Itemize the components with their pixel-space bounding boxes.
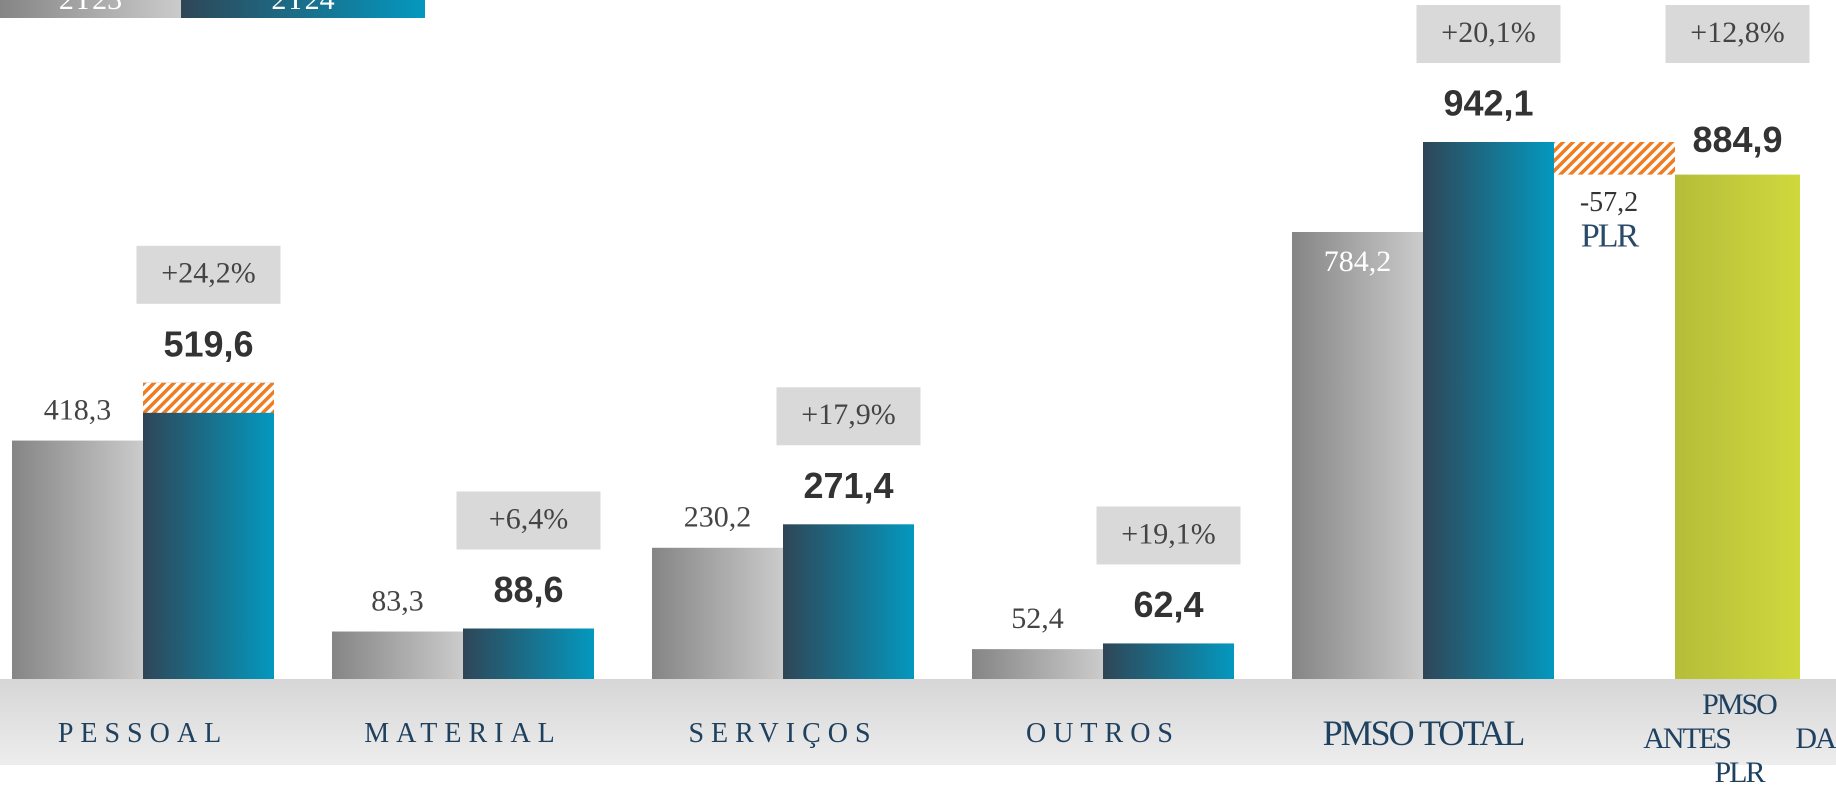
chart: 2T23 2T24 418,3 519,6 +24,2% 83,3 88,6 +6,4% 230…: [0, 0, 1836, 765]
legend-label: 2T23: [59, 0, 122, 16]
category-label: PESSOAL: [57, 718, 229, 749]
category-band: [0, 679, 1836, 765]
value-label: 52,4: [1011, 602, 1064, 635]
value-label: 884,9: [1692, 119, 1782, 160]
bar: [1423, 142, 1554, 680]
change-box: [776, 387, 921, 446]
bar: [332, 631, 463, 679]
bar: [143, 382, 274, 679]
value-label: 784,2: [1324, 245, 1392, 278]
bar: [12, 440, 143, 679]
category-label: SERVIÇOS: [688, 718, 878, 749]
bar: [1292, 232, 1423, 680]
value-label: 418,3: [44, 393, 112, 426]
change-label: +20,1%: [1441, 16, 1535, 49]
bar: [972, 649, 1103, 679]
category-label: PMSO ANTES DA PLR: [1643, 688, 1836, 789]
value-label: 62,4: [1133, 584, 1203, 625]
bar: [1103, 643, 1234, 679]
value-label: 88,6: [493, 569, 563, 610]
plr-value-label: -57,2: [1580, 187, 1638, 218]
bar: [652, 547, 783, 679]
change-label: +24,2%: [161, 257, 255, 290]
value-label: 83,3: [371, 584, 424, 617]
legend-swatch: [0, 0, 181, 18]
change-box: [1416, 5, 1561, 64]
plr-label: PLR: [1581, 217, 1640, 254]
legend-label: 2T24: [271, 0, 334, 16]
change-label: +6,4%: [489, 502, 568, 535]
bar: [1675, 174, 1800, 679]
value-label: 271,4: [803, 465, 893, 506]
category-label: MATERIAL: [364, 718, 562, 749]
change-box: [136, 245, 281, 304]
value-label: 519,6: [163, 323, 253, 364]
change-label: +19,1%: [1121, 517, 1215, 550]
value-label: 230,2: [684, 501, 752, 534]
category-label: OUTROS: [1025, 718, 1180, 749]
value-label: 942,1: [1443, 83, 1533, 124]
change-label: +17,9%: [801, 398, 895, 431]
change-box: [456, 491, 601, 550]
legend-swatch: [181, 0, 425, 18]
change-box: [1096, 506, 1241, 565]
plr-bar: [1554, 142, 1675, 175]
bar: [463, 628, 594, 679]
hatch-segment: [143, 382, 274, 413]
category-label: PMSO TOTAL: [1322, 713, 1526, 753]
change-label: +12,8%: [1690, 16, 1784, 49]
change-box: [1665, 5, 1810, 64]
bar: [783, 524, 914, 679]
